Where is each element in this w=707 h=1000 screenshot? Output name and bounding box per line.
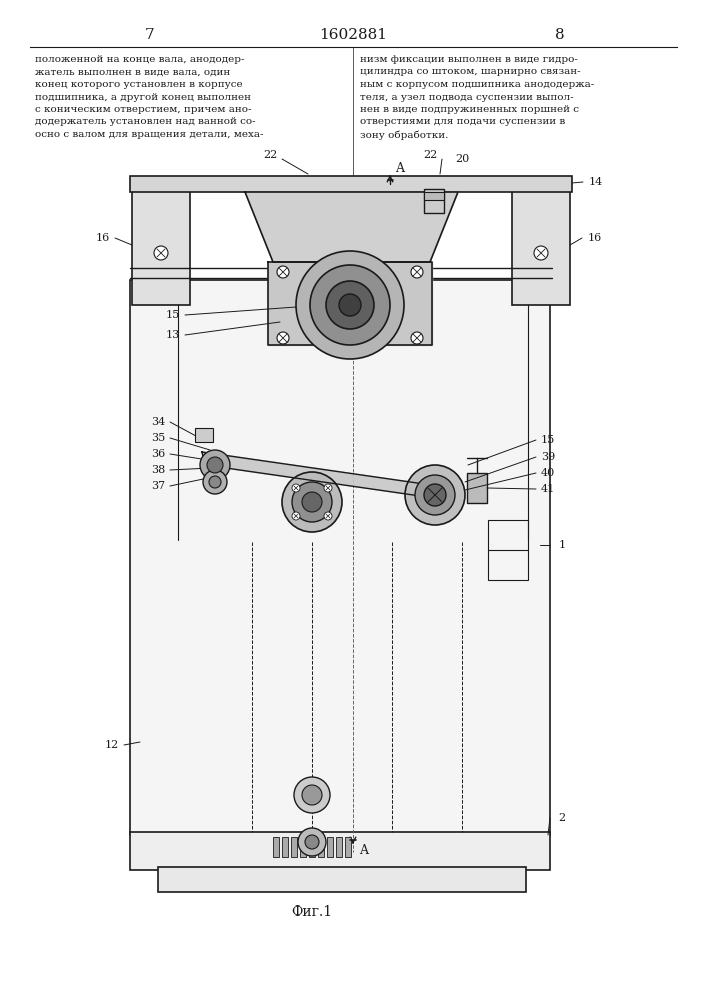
Circle shape [424,484,446,506]
Circle shape [292,482,332,522]
Bar [327,837,333,857]
Bar [488,520,528,580]
Circle shape [302,785,322,805]
Polygon shape [202,452,448,500]
Text: 36: 36 [151,449,165,459]
Circle shape [415,475,455,515]
Bar [424,192,444,200]
Polygon shape [268,262,432,345]
Bar [130,176,572,192]
Text: 15: 15 [541,435,555,445]
Bar [130,280,550,835]
Text: 16: 16 [588,233,602,243]
Text: Фиг.1: Фиг.1 [291,905,332,919]
Bar [158,867,526,892]
Bar [273,837,279,857]
Circle shape [534,246,548,260]
Circle shape [277,266,289,278]
Circle shape [203,470,227,494]
Bar [318,837,324,857]
Text: 14: 14 [589,177,603,187]
Bar [336,837,342,857]
Circle shape [294,777,330,813]
Text: низм фиксации выполнен в виде гидро-
цилиндра со штоком, шарнирно связан-
ным с : низм фиксации выполнен в виде гидро- цил… [360,55,595,140]
Text: A: A [395,161,404,174]
Circle shape [324,484,332,492]
Text: 2: 2 [559,813,566,823]
Bar [132,190,190,305]
Bar [345,837,351,857]
Text: 41: 41 [541,484,555,494]
Text: A: A [359,844,368,856]
Text: 22: 22 [263,150,277,160]
Bar [300,837,306,857]
Circle shape [292,484,300,492]
Circle shape [200,450,230,480]
Text: 15: 15 [166,310,180,320]
Text: 22: 22 [423,150,437,160]
Circle shape [296,251,404,359]
Bar [309,837,315,857]
Circle shape [209,476,221,488]
Circle shape [298,828,326,856]
Text: 12: 12 [105,740,119,750]
Bar [424,189,444,213]
Circle shape [411,332,423,344]
Text: 39: 39 [541,452,555,462]
Circle shape [207,457,223,473]
Bar [130,832,550,870]
Circle shape [282,472,342,532]
Text: 34: 34 [151,417,165,427]
Polygon shape [245,192,458,262]
Circle shape [326,281,374,329]
Circle shape [154,246,168,260]
Text: 35: 35 [151,433,165,443]
Circle shape [310,265,390,345]
Bar [291,837,297,857]
Text: 37: 37 [151,481,165,491]
Bar [467,473,487,503]
Text: 7: 7 [145,28,155,42]
Text: 8: 8 [555,28,565,42]
Bar [512,190,570,305]
Text: 38: 38 [151,465,165,475]
Text: 20: 20 [455,154,469,164]
Text: 16: 16 [96,233,110,243]
Text: 40: 40 [541,468,555,478]
Text: 1602881: 1602881 [319,28,387,42]
Circle shape [411,266,423,278]
Circle shape [302,492,322,512]
Circle shape [292,512,300,520]
Text: 1: 1 [559,540,566,550]
Bar [282,837,288,857]
Bar [195,428,213,442]
Text: положенной на конце вала, анододер-
жатель выполнен в виде вала, один
конец кото: положенной на конце вала, анододер- жате… [35,55,264,139]
Circle shape [339,294,361,316]
Circle shape [277,332,289,344]
Circle shape [324,512,332,520]
Circle shape [305,835,319,849]
Text: 13: 13 [166,330,180,340]
Circle shape [405,465,465,525]
